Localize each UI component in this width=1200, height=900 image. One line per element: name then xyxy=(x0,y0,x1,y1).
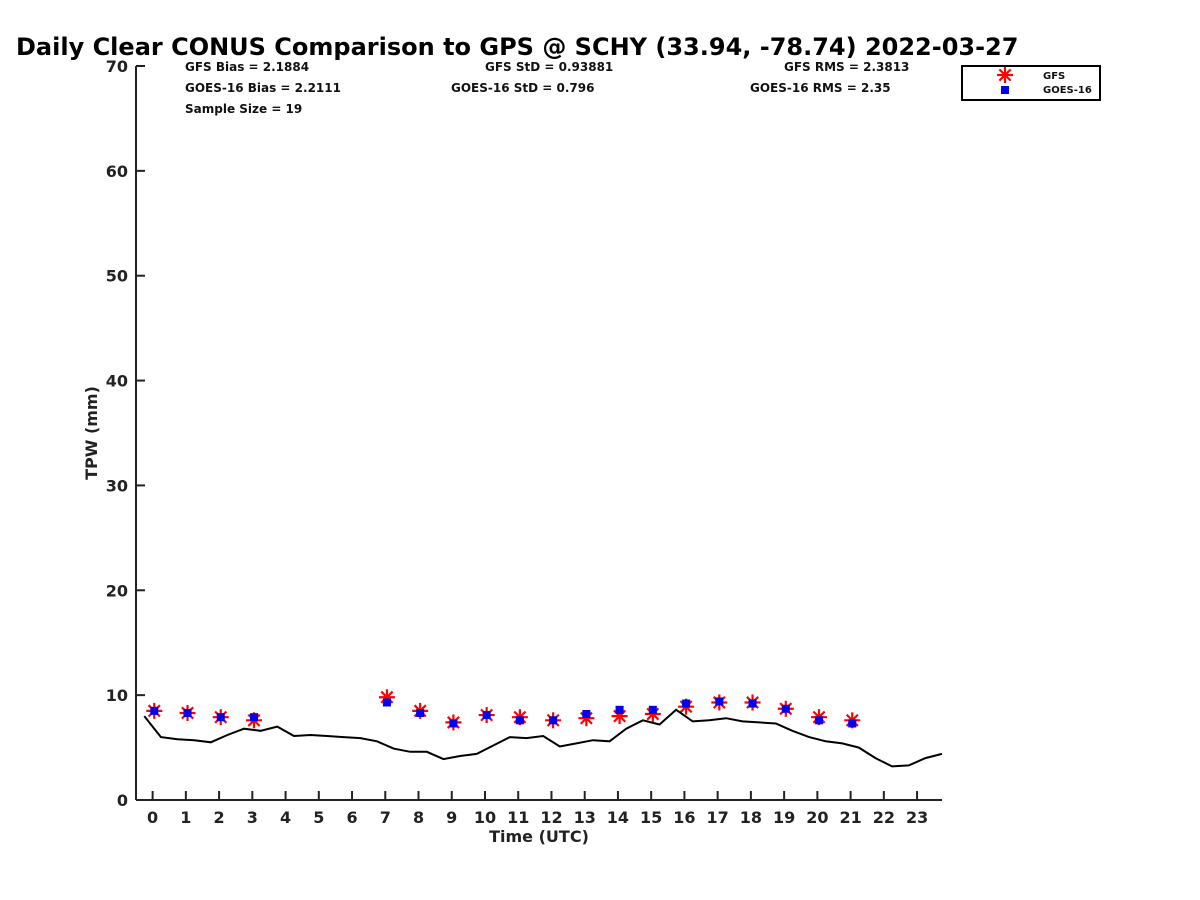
y-tick-label: 50 xyxy=(106,267,128,286)
goes-point xyxy=(781,704,790,713)
x-tick-label: 4 xyxy=(280,808,291,827)
stat-goes-bias: GOES-16 Bias = 2.2111 xyxy=(185,81,341,95)
x-tick-label: 20 xyxy=(806,808,828,827)
x-tick-label: 8 xyxy=(413,808,424,827)
stat-gfs-std: GFS StD = 0.93881 xyxy=(485,60,613,74)
x-tick-label: 5 xyxy=(313,808,324,827)
x-tick-label: 3 xyxy=(247,808,258,827)
goes-point xyxy=(382,698,391,707)
y-axis-ticks: 0 10 20 30 40 50 60 70 xyxy=(106,57,145,810)
goes-point xyxy=(183,708,192,717)
plot-area xyxy=(135,66,942,801)
legend-gfs-marker xyxy=(997,67,1013,83)
x-tick-label: 12 xyxy=(540,808,562,827)
x-tick-label: 7 xyxy=(380,808,391,827)
stat-goes-rms: GOES-16 RMS = 2.35 xyxy=(750,81,891,95)
stats-block: GFS Bias = 2.1884 GFS StD = 0.93881 GFS … xyxy=(185,60,909,116)
goes-point xyxy=(249,713,258,722)
goes-point xyxy=(715,697,724,706)
series-layer xyxy=(143,689,943,768)
legend-box xyxy=(961,65,1101,101)
goes-point xyxy=(416,708,425,717)
x-tick-label: 6 xyxy=(346,808,357,827)
stat-gfs-bias: GFS Bias = 2.1884 xyxy=(185,60,309,74)
x-tick-label: 11 xyxy=(507,808,529,827)
x-tick-label: 2 xyxy=(214,808,225,827)
x-tick-label: 14 xyxy=(607,808,629,827)
goes-point xyxy=(549,716,558,725)
x-tick-label: 18 xyxy=(740,808,762,827)
x-tick-label: 17 xyxy=(707,808,729,827)
y-tick-label: 0 xyxy=(117,791,128,810)
x-tick-label: 21 xyxy=(839,808,861,827)
chart-title: Daily Clear CONUS Comparison to GPS @ SC… xyxy=(16,33,1018,61)
x-tick-label: 16 xyxy=(673,808,695,827)
goes-point xyxy=(150,706,159,715)
legend-goes-marker xyxy=(1001,86,1009,94)
x-tick-label: 1 xyxy=(180,808,191,827)
goes-point xyxy=(449,719,458,728)
goes-point xyxy=(815,716,824,725)
x-tick-label: 10 xyxy=(474,808,496,827)
goes-point xyxy=(482,711,491,720)
legend-gfs-label: GFS xyxy=(1043,71,1065,82)
legend-gfs-asterisk xyxy=(997,67,1013,83)
x-axis-label: Time (UTC) xyxy=(489,827,589,846)
legend-goes-label: GOES-16 xyxy=(1043,85,1092,96)
goes-point xyxy=(582,710,591,719)
y-tick-label: 60 xyxy=(106,162,128,181)
y-tick-label: 40 xyxy=(106,372,128,391)
x-tick-label: 0 xyxy=(147,808,158,827)
goes-point xyxy=(682,699,691,708)
y-tick-label: 30 xyxy=(106,476,128,495)
x-tick-label: 19 xyxy=(773,808,795,827)
gps-line xyxy=(143,708,943,768)
goes-point xyxy=(615,705,624,714)
stat-gfs-rms: GFS RMS = 2.3813 xyxy=(784,60,909,74)
x-tick-label: 13 xyxy=(574,808,596,827)
goes-point xyxy=(515,716,524,725)
x-axis-ticks: 0 1 2 3 4 5 6 7 8 9 10 11 12 13 14 15 16 17 18 19 20 21 22 23 xyxy=(147,791,928,827)
x-tick-label: 15 xyxy=(640,808,662,827)
x-tick-label: 22 xyxy=(873,808,895,827)
goes-point xyxy=(648,705,657,714)
y-tick-label: 10 xyxy=(106,686,128,705)
stat-goes-std: GOES-16 StD = 0.796 xyxy=(451,81,594,95)
goes-point xyxy=(748,699,757,708)
goes-point xyxy=(216,713,225,722)
goes-point xyxy=(848,719,857,728)
x-tick-label: 23 xyxy=(906,808,928,827)
stat-sample-size: Sample Size = 19 xyxy=(185,102,302,116)
y-tick-label: 70 xyxy=(106,57,128,76)
x-tick-label: 9 xyxy=(446,808,457,827)
legend: GFS GOES-16 xyxy=(961,65,1101,101)
y-tick-label: 20 xyxy=(106,581,128,600)
y-axis-label: TPW (mm) xyxy=(82,386,101,480)
